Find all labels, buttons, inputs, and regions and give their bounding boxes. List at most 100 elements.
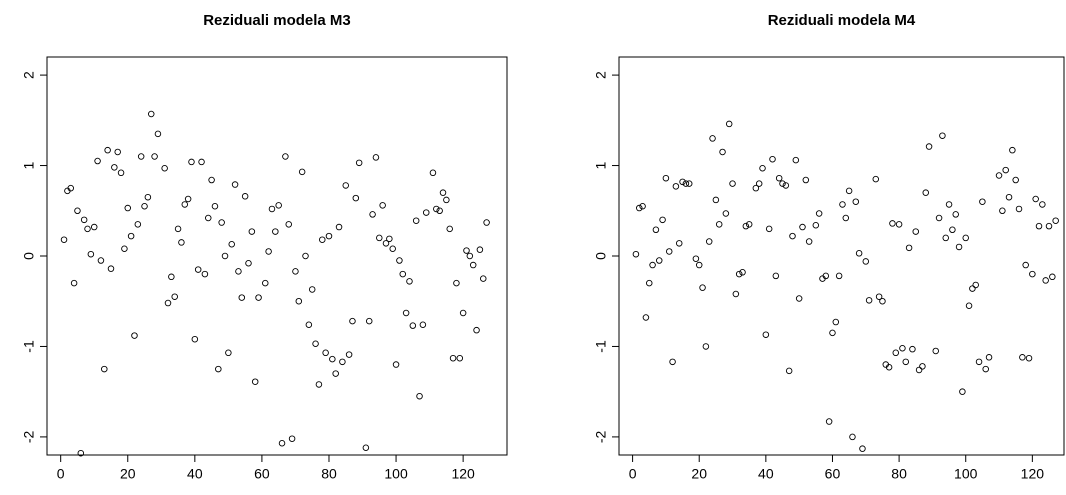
point [1005,193,1013,201]
point [147,110,155,118]
point [114,148,121,156]
point [789,232,796,240]
point [636,204,643,212]
point [955,243,963,251]
point [889,220,896,227]
point [962,234,969,242]
point [419,321,427,328]
point [685,180,693,187]
point [669,358,676,366]
point [349,317,356,325]
point [865,297,873,304]
point [104,146,111,154]
point [369,211,376,218]
point [335,223,343,231]
point [999,207,1006,215]
point [845,187,853,195]
point [77,449,85,457]
x-tick-label: 40 [758,466,774,482]
point [449,354,457,362]
point [849,433,856,441]
point [339,358,346,366]
y-tick-label: -2 [593,430,609,443]
point [699,284,706,291]
point [282,153,289,160]
point [198,158,205,166]
x-tick-label: 40 [187,466,203,482]
x-tick-label: 120 [1021,466,1045,482]
point [739,269,746,276]
point [225,349,232,357]
y-tick-label: -1 [593,340,609,353]
point [1025,354,1033,362]
point [652,226,660,234]
point [308,286,316,293]
point [453,279,460,287]
point [94,157,101,165]
x-tick-label: 60 [825,466,841,482]
y-tick-label: 2 [21,71,37,79]
point [459,309,467,317]
point [292,268,299,275]
point [895,221,903,228]
point [396,257,403,264]
point [235,268,242,275]
point [712,196,720,204]
point [1022,261,1029,269]
x-tick-label: 80 [891,466,907,482]
point [702,343,710,350]
point [255,294,262,301]
point [859,445,866,452]
point [456,354,464,362]
point [141,202,148,210]
point [342,182,350,189]
point [124,204,132,212]
point [979,198,986,205]
point [969,285,976,292]
point [127,232,135,240]
point [872,175,880,183]
point [231,181,239,188]
point [295,297,303,305]
point [1015,205,1023,213]
point [245,259,252,267]
x-tick-label: 60 [254,466,270,482]
point [659,216,666,224]
point [862,258,870,265]
point [70,279,78,287]
point [975,358,983,366]
point [262,279,269,287]
point [715,221,723,228]
point [902,358,910,366]
point [144,193,152,201]
point [1049,273,1056,281]
point [939,132,946,139]
point [406,278,413,285]
point [662,174,670,182]
point [1032,195,1039,203]
point [433,205,440,213]
point [965,302,973,310]
point [392,361,400,368]
chart-title: Reziduali modela M4 [768,12,916,29]
point [725,120,733,128]
point [476,246,484,253]
point [772,272,780,280]
point [412,217,420,224]
point [376,234,383,242]
point [325,232,333,240]
point [446,225,453,233]
point [909,345,916,353]
point [134,221,142,228]
point [752,184,760,192]
point [171,293,178,300]
point [329,355,336,363]
point [305,321,313,328]
x-tick-label: 20 [120,466,136,482]
point [645,279,653,287]
point [982,365,989,373]
point [805,238,813,245]
point [632,250,640,258]
point [985,354,993,361]
y-tick-label: 0 [593,252,609,260]
